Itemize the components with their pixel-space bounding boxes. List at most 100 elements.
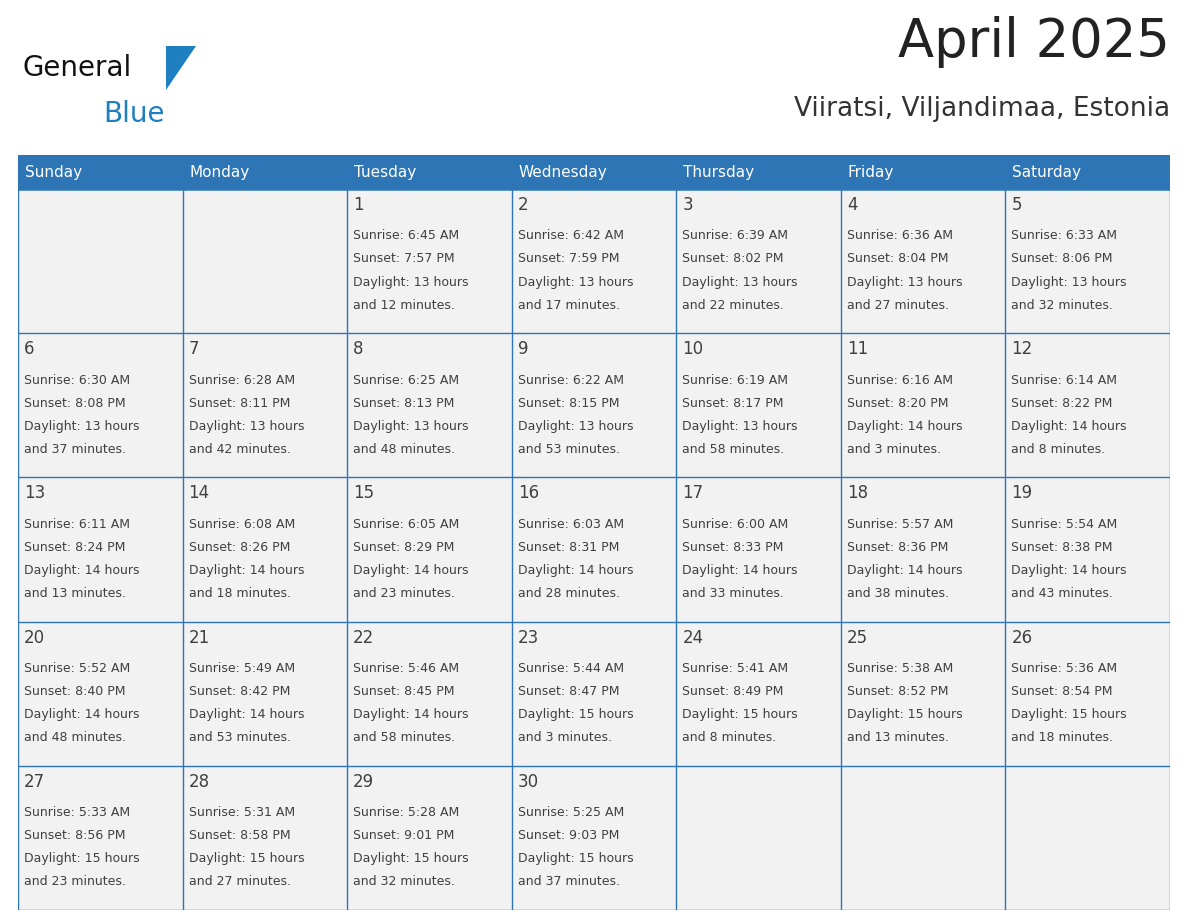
Text: Daylight: 14 hours: Daylight: 14 hours [189, 708, 304, 722]
Text: and 13 minutes.: and 13 minutes. [847, 732, 949, 744]
Text: 17: 17 [682, 485, 703, 502]
Text: and 12 minutes.: and 12 minutes. [353, 298, 455, 311]
Text: Sunset: 8:15 PM: Sunset: 8:15 PM [518, 397, 619, 409]
Text: Sunrise: 6:42 AM: Sunrise: 6:42 AM [518, 230, 624, 242]
Text: Sunday: Sunday [25, 164, 82, 180]
Text: Sunset: 8:38 PM: Sunset: 8:38 PM [1011, 541, 1113, 554]
Bar [18, 766, 183, 910]
Text: 2: 2 [518, 196, 529, 214]
Text: and 43 minutes.: and 43 minutes. [1011, 587, 1113, 600]
Text: 29: 29 [353, 773, 374, 790]
Text: Sunrise: 6:19 AM: Sunrise: 6:19 AM [682, 374, 789, 386]
Text: Daylight: 13 hours: Daylight: 13 hours [353, 420, 468, 432]
Bar [676, 477, 841, 621]
Text: Sunset: 7:59 PM: Sunset: 7:59 PM [518, 252, 619, 265]
Bar [512, 621, 676, 766]
Text: Sunrise: 5:41 AM: Sunrise: 5:41 AM [682, 662, 789, 675]
Text: Sunset: 8:42 PM: Sunset: 8:42 PM [189, 685, 290, 698]
Bar [676, 155, 841, 189]
Text: Daylight: 13 hours: Daylight: 13 hours [1011, 275, 1127, 288]
Bar [183, 189, 347, 333]
Text: Daylight: 14 hours: Daylight: 14 hours [682, 564, 798, 577]
Text: and 37 minutes.: and 37 minutes. [518, 876, 620, 889]
Text: 13: 13 [24, 485, 45, 502]
Bar [676, 333, 841, 477]
Text: Sunrise: 6:16 AM: Sunrise: 6:16 AM [847, 374, 953, 386]
Text: Sunrise: 5:25 AM: Sunrise: 5:25 AM [518, 806, 624, 819]
Bar [18, 333, 183, 477]
Text: and 28 minutes.: and 28 minutes. [518, 587, 620, 600]
Text: 19: 19 [1011, 485, 1032, 502]
Text: Daylight: 15 hours: Daylight: 15 hours [847, 708, 962, 722]
Text: Sunset: 8:45 PM: Sunset: 8:45 PM [353, 685, 455, 698]
Polygon shape [166, 46, 196, 90]
Text: Sunrise: 6:05 AM: Sunrise: 6:05 AM [353, 518, 460, 531]
Text: Tuesday: Tuesday [354, 164, 416, 180]
Text: 30: 30 [518, 773, 539, 790]
Bar [512, 189, 676, 333]
Text: Daylight: 13 hours: Daylight: 13 hours [518, 420, 633, 432]
Text: Sunrise: 6:03 AM: Sunrise: 6:03 AM [518, 518, 624, 531]
Text: Sunrise: 5:49 AM: Sunrise: 5:49 AM [189, 662, 295, 675]
Text: Sunset: 8:29 PM: Sunset: 8:29 PM [353, 541, 455, 554]
Text: Sunset: 8:56 PM: Sunset: 8:56 PM [24, 829, 126, 842]
Text: Daylight: 14 hours: Daylight: 14 hours [24, 708, 139, 722]
Text: Sunrise: 5:52 AM: Sunrise: 5:52 AM [24, 662, 131, 675]
Text: Sunrise: 6:14 AM: Sunrise: 6:14 AM [1011, 374, 1118, 386]
Text: Sunrise: 5:46 AM: Sunrise: 5:46 AM [353, 662, 460, 675]
Text: Sunset: 8:36 PM: Sunset: 8:36 PM [847, 541, 948, 554]
Text: 4: 4 [847, 196, 858, 214]
Text: Sunset: 8:54 PM: Sunset: 8:54 PM [1011, 685, 1113, 698]
Text: Sunrise: 6:11 AM: Sunrise: 6:11 AM [24, 518, 129, 531]
Bar [841, 189, 1005, 333]
Text: Sunrise: 6:45 AM: Sunrise: 6:45 AM [353, 230, 460, 242]
Text: 10: 10 [682, 341, 703, 358]
Text: 20: 20 [24, 629, 45, 646]
Text: and 32 minutes.: and 32 minutes. [353, 876, 455, 889]
Text: and 23 minutes.: and 23 minutes. [353, 587, 455, 600]
Text: Blue: Blue [103, 100, 164, 129]
Text: Sunset: 8:02 PM: Sunset: 8:02 PM [682, 252, 784, 265]
Text: Daylight: 13 hours: Daylight: 13 hours [353, 275, 468, 288]
Text: and 42 minutes.: and 42 minutes. [189, 442, 290, 456]
Text: and 53 minutes.: and 53 minutes. [518, 442, 620, 456]
Text: 12: 12 [1011, 341, 1032, 358]
Text: Sunset: 8:17 PM: Sunset: 8:17 PM [682, 397, 784, 409]
Bar [347, 621, 512, 766]
Text: Daylight: 14 hours: Daylight: 14 hours [24, 564, 139, 577]
Text: Sunrise: 5:57 AM: Sunrise: 5:57 AM [847, 518, 953, 531]
Text: Sunrise: 5:38 AM: Sunrise: 5:38 AM [847, 662, 953, 675]
Text: Daylight: 14 hours: Daylight: 14 hours [1011, 420, 1127, 432]
Text: Saturday: Saturday [1012, 164, 1081, 180]
Text: and 3 minutes.: and 3 minutes. [847, 442, 941, 456]
Text: Wednesday: Wednesday [519, 164, 607, 180]
Bar [183, 155, 347, 189]
Text: 23: 23 [518, 629, 539, 646]
Text: 9: 9 [518, 341, 529, 358]
Text: Sunrise: 6:30 AM: Sunrise: 6:30 AM [24, 374, 131, 386]
Text: April 2025: April 2025 [898, 16, 1170, 68]
Text: 11: 11 [847, 341, 868, 358]
Text: Sunrise: 5:28 AM: Sunrise: 5:28 AM [353, 806, 460, 819]
Text: Sunset: 9:03 PM: Sunset: 9:03 PM [518, 829, 619, 842]
Text: Monday: Monday [190, 164, 249, 180]
Text: Daylight: 14 hours: Daylight: 14 hours [1011, 564, 1127, 577]
Text: Sunset: 8:22 PM: Sunset: 8:22 PM [1011, 397, 1113, 409]
Text: Sunset: 8:20 PM: Sunset: 8:20 PM [847, 397, 948, 409]
Text: and 32 minutes.: and 32 minutes. [1011, 298, 1113, 311]
Text: Daylight: 13 hours: Daylight: 13 hours [189, 420, 304, 432]
Text: Thursday: Thursday [683, 164, 754, 180]
Text: and 37 minutes.: and 37 minutes. [24, 442, 126, 456]
Bar [1005, 621, 1170, 766]
Bar [841, 621, 1005, 766]
Text: Sunset: 8:06 PM: Sunset: 8:06 PM [1011, 252, 1113, 265]
Text: Sunset: 8:31 PM: Sunset: 8:31 PM [518, 541, 619, 554]
Text: Daylight: 15 hours: Daylight: 15 hours [353, 852, 469, 866]
Text: 21: 21 [189, 629, 210, 646]
Text: Sunrise: 5:54 AM: Sunrise: 5:54 AM [1011, 518, 1118, 531]
Text: and 33 minutes.: and 33 minutes. [682, 587, 784, 600]
Bar [512, 477, 676, 621]
Bar [18, 621, 183, 766]
Text: Daylight: 13 hours: Daylight: 13 hours [518, 275, 633, 288]
Text: 28: 28 [189, 773, 210, 790]
